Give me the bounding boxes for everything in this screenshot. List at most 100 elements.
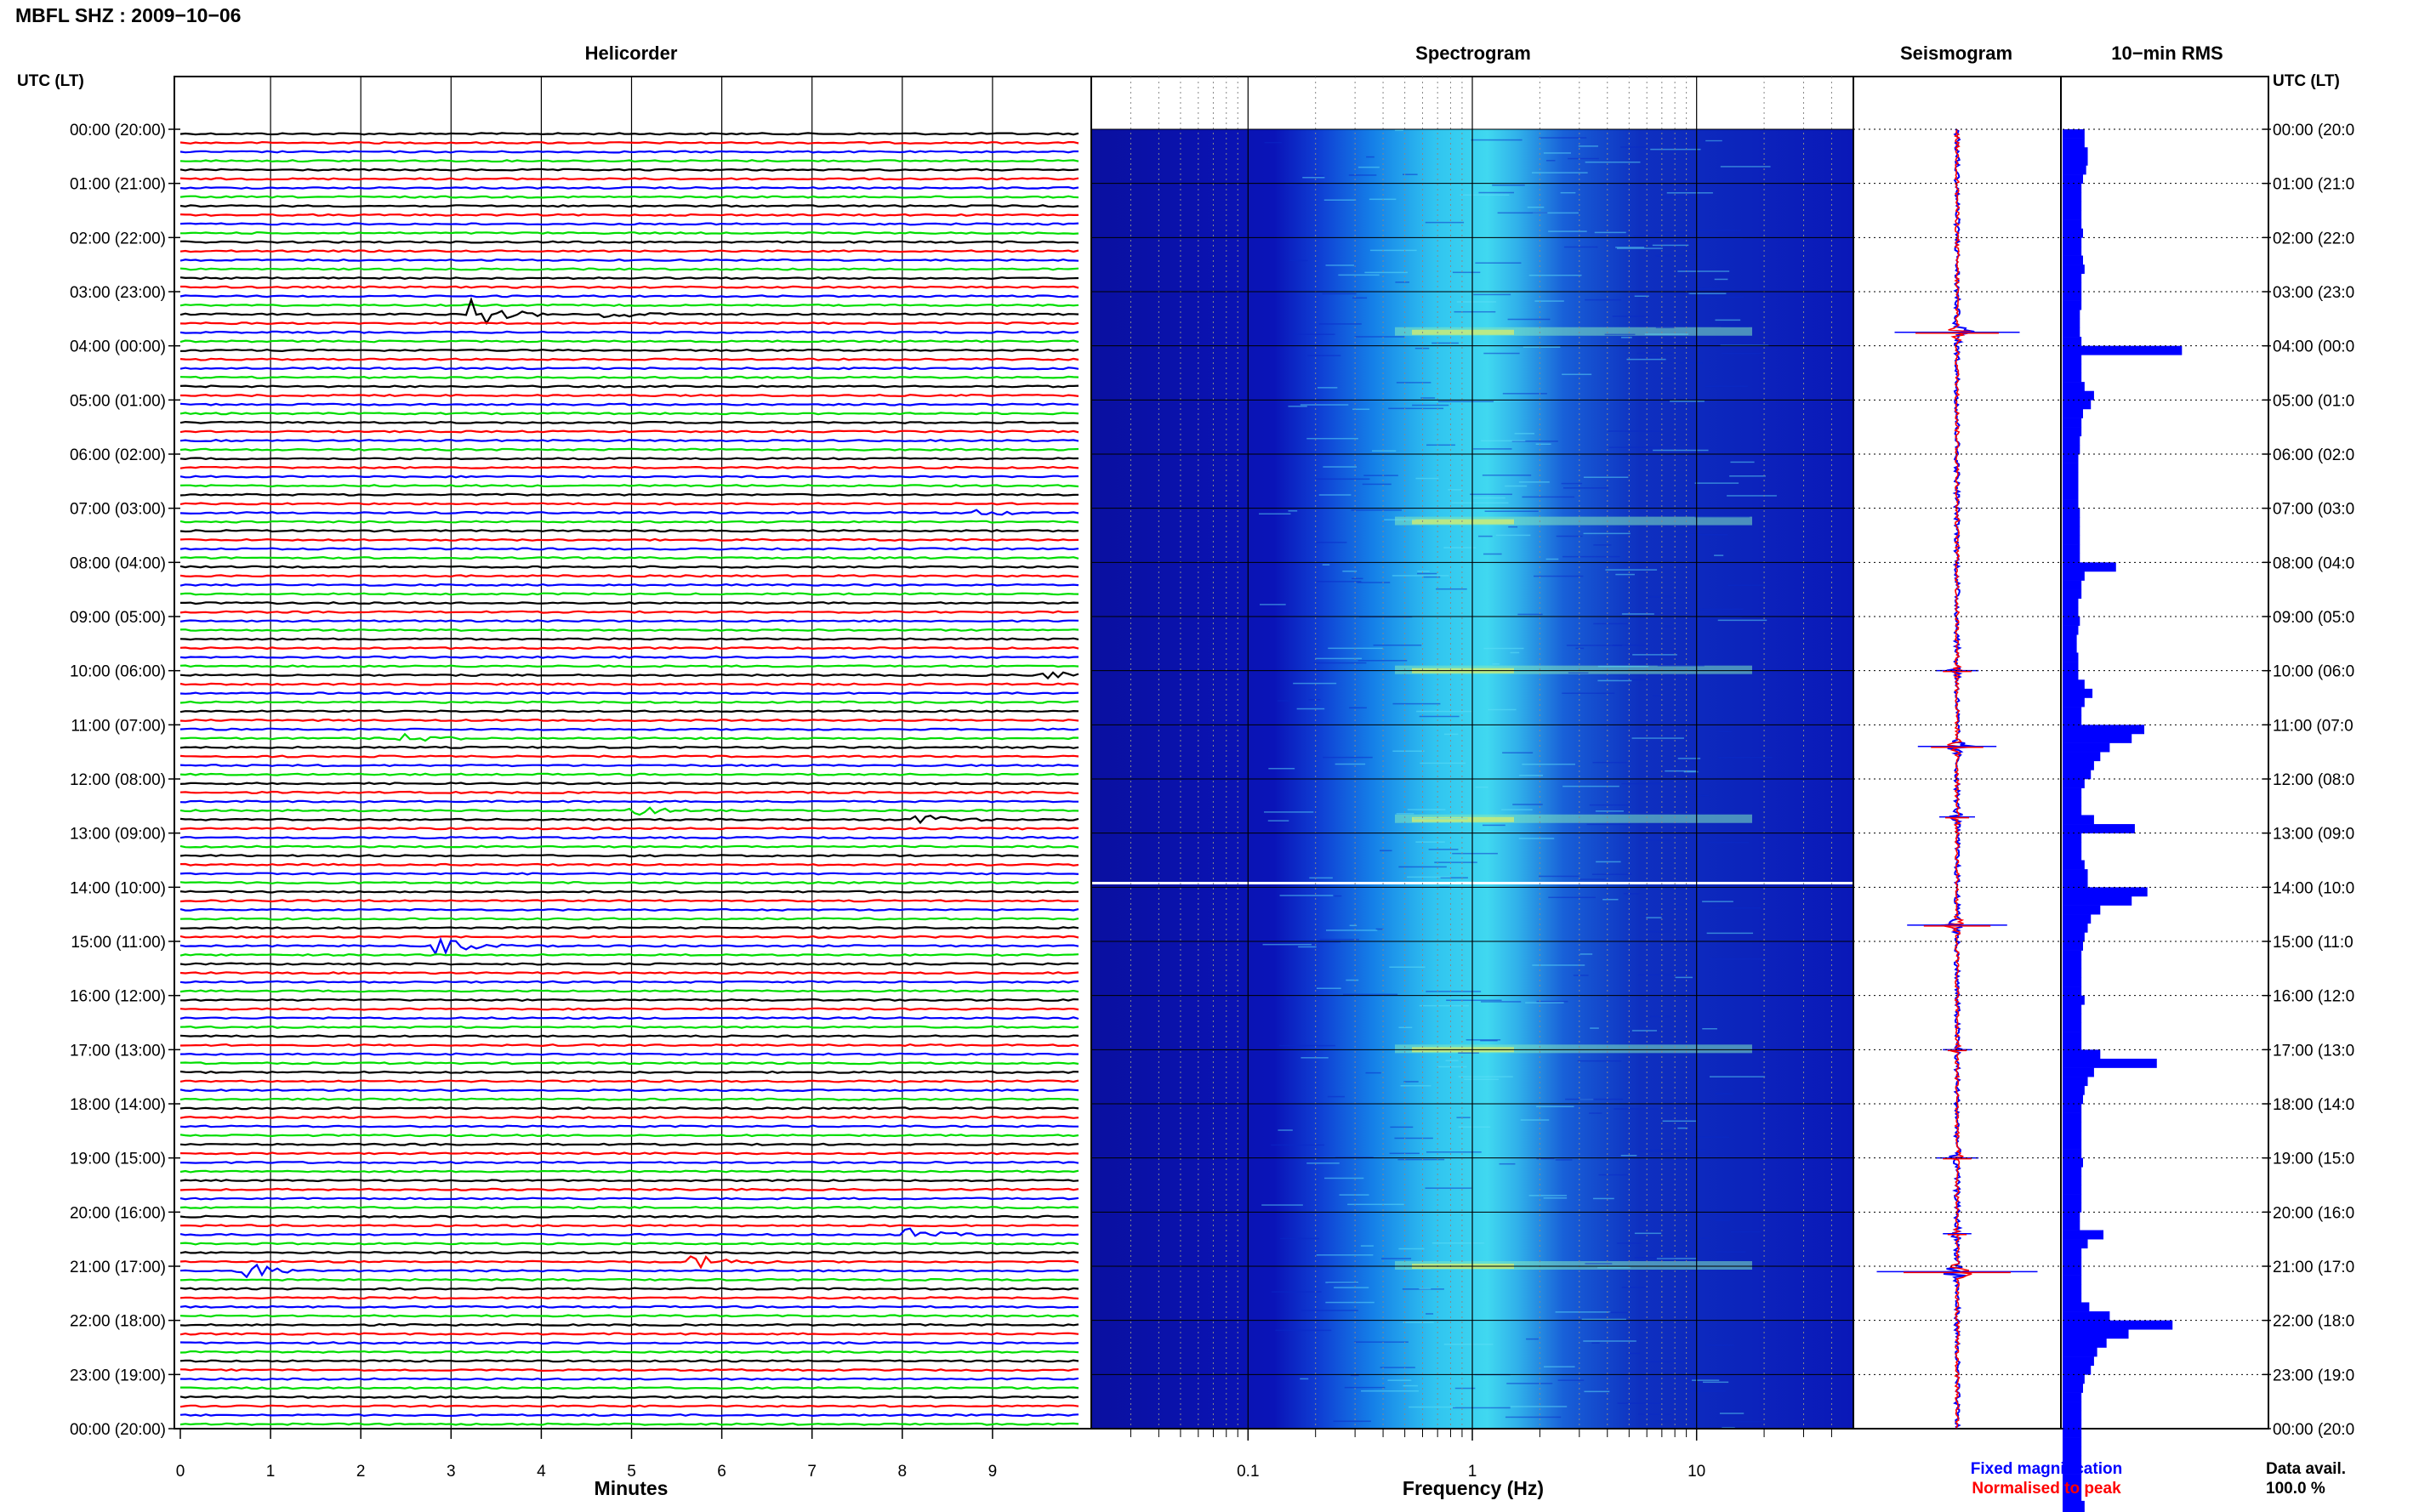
rms-bar xyxy=(2063,1032,2082,1042)
spectrogram-noise xyxy=(1702,901,1733,902)
right-time-label: 00:00 (20:0 xyxy=(2273,1421,2354,1439)
spectrogram-noise xyxy=(1454,1387,1476,1390)
right-time-label: 04:00 (00:0 xyxy=(2273,338,2354,356)
trace-row xyxy=(179,547,1079,551)
spectrogram-noise xyxy=(1594,231,1626,234)
trace-row xyxy=(179,790,1079,794)
trace-row xyxy=(179,465,1079,469)
minutes-tick-label: 5 xyxy=(627,1463,636,1481)
spectrogram-noise xyxy=(1348,174,1377,176)
trace-row xyxy=(179,1115,1079,1119)
spectrogram-noise xyxy=(1437,1066,1467,1068)
trace-row xyxy=(179,484,1079,488)
spectrogram-noise xyxy=(1690,1390,1726,1392)
spectrogram-noise xyxy=(1721,326,1750,327)
spectrogram-noise xyxy=(1414,817,1468,820)
rms-bar xyxy=(2063,760,2094,770)
trace-row xyxy=(179,926,1079,930)
trace-row xyxy=(179,980,1079,984)
rms-bar xyxy=(2063,1112,2082,1123)
spectrogram-noise xyxy=(1502,752,1534,753)
spectrogram-noise xyxy=(1714,278,1728,281)
spectrogram-noise xyxy=(1388,407,1444,410)
spectrogram-noise xyxy=(1620,146,1648,148)
spectrogram-noise xyxy=(1342,993,1398,996)
rms-bar xyxy=(2063,1067,2094,1077)
spectrogram-noise xyxy=(1497,212,1548,214)
spectrogram-noise xyxy=(1655,1420,1671,1423)
spectrogram-noise xyxy=(1691,1379,1720,1381)
right-time-label: 02:00 (22:0 xyxy=(2273,230,2354,247)
rms-bar xyxy=(2063,787,2082,798)
rms-bar xyxy=(2063,1140,2082,1150)
right-time-label: 13:00 (09:0 xyxy=(2273,826,2354,844)
spectrogram-noise xyxy=(1626,358,1666,361)
trace-row xyxy=(179,475,1079,479)
trace-row xyxy=(179,1413,1079,1418)
trace-row xyxy=(179,159,1079,163)
minutes-axis-label: Minutes xyxy=(595,1477,669,1499)
left-time-label: 03:00 (23:00) xyxy=(70,284,166,302)
spectrogram-noise xyxy=(1325,1282,1358,1283)
spectrogram-noise xyxy=(1518,481,1550,483)
trace-row xyxy=(179,592,1079,596)
trace-row xyxy=(179,619,1079,623)
rms-bar xyxy=(2063,327,2080,338)
trace-row xyxy=(179,1322,1079,1327)
rms-bar xyxy=(2063,1248,2082,1258)
spectrogram-noise xyxy=(1327,1095,1346,1098)
spectrogram-noise xyxy=(1543,1366,1575,1367)
spectrogram-noise xyxy=(1655,254,1699,257)
trace-row xyxy=(179,782,1079,786)
rms-bar xyxy=(2063,310,2080,320)
rms-bar xyxy=(2063,201,2082,211)
legend-fixed-magnification: Fixed magnification xyxy=(1971,1460,2122,1478)
spectrogram-event-band xyxy=(1395,1261,1752,1270)
right-time-label: 19:00 (15:0 xyxy=(2273,1151,2354,1168)
spectrogram-noise xyxy=(1620,1155,1637,1157)
trace-row xyxy=(179,764,1079,768)
spectrogram-noise xyxy=(1626,1352,1640,1355)
spectrogram-noise xyxy=(1300,1378,1309,1380)
spectrogram-noise xyxy=(1578,145,1598,147)
rms-bar xyxy=(2063,625,2079,635)
spectrogram-noise xyxy=(1573,975,1589,976)
rms-bar xyxy=(2063,1058,2157,1068)
trace-row xyxy=(179,357,1079,361)
rms-bar xyxy=(2063,617,2080,626)
spectrogram-noise xyxy=(1528,1195,1568,1197)
spectrogram-noise xyxy=(1417,572,1437,575)
rms-bar xyxy=(2063,345,2183,355)
left-time-label: 11:00 (07:00) xyxy=(71,717,166,735)
trace-row xyxy=(179,1160,1079,1165)
spectrogram-noise xyxy=(1285,998,1294,999)
spectrogram-noise xyxy=(1347,1203,1404,1206)
spectrogram-noise xyxy=(1709,1076,1766,1077)
rms-bar xyxy=(2063,382,2085,392)
frequency-tick-label: 10 xyxy=(1688,1463,1705,1481)
spectrogram-noise xyxy=(1531,172,1588,173)
left-time-label: 06:00 (02:00) xyxy=(70,446,166,464)
trace-row xyxy=(179,989,1079,993)
spectrogram-noise xyxy=(1677,1127,1688,1129)
spectrogram-noise xyxy=(1278,1129,1293,1131)
spectrogram-noise xyxy=(1562,555,1620,558)
spectrogram-noise xyxy=(1396,813,1414,815)
rms-bar xyxy=(2063,1175,2082,1185)
spectrogram-noise xyxy=(1415,841,1445,843)
trace-row xyxy=(179,664,1079,668)
spectrogram-noise xyxy=(1361,1390,1419,1392)
spectrogram-noise xyxy=(1475,262,1522,264)
rms-bar xyxy=(2063,652,2079,662)
spectrogram-noise xyxy=(1555,1159,1573,1161)
spectrogram-noise xyxy=(1662,1120,1697,1123)
spectrogram-noise xyxy=(1400,1085,1431,1087)
spectrogram-noise xyxy=(1351,509,1402,511)
rms-bar xyxy=(2063,1347,2097,1357)
spectrogram-noise xyxy=(1562,692,1615,694)
left-time-label: 20:00 (16:00) xyxy=(70,1204,166,1222)
spectrogram-noise xyxy=(1334,895,1342,897)
rms-bar xyxy=(2063,1329,2129,1339)
trace-row xyxy=(179,177,1079,181)
trace-row xyxy=(179,835,1079,840)
